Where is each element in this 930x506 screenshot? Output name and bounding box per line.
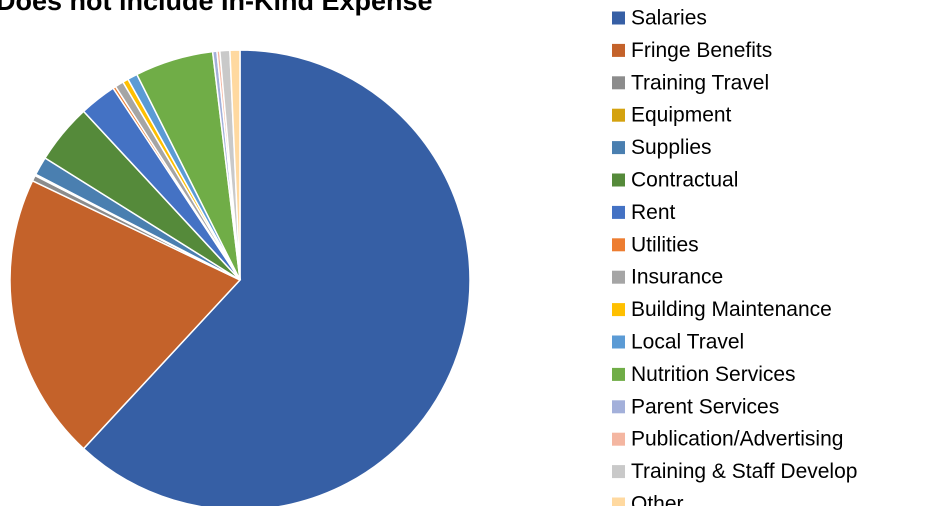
legend-label: Salaries <box>631 7 707 30</box>
legend-swatch <box>612 108 625 122</box>
legend-label: Local Travel <box>631 331 744 354</box>
legend-label: Nutrition Services <box>631 363 796 386</box>
legend-label: Equipment <box>631 104 732 127</box>
legend-label: Parent Services <box>631 395 779 418</box>
pie-slice <box>82 49 471 506</box>
legend-label: Rent <box>631 201 676 224</box>
legend-label: Training & Staff Develop <box>631 460 857 483</box>
legend-swatch <box>612 173 625 187</box>
legend-label: Publication/Advertising <box>631 428 843 451</box>
legend-swatch <box>612 76 625 90</box>
legend-label: Other <box>631 493 684 506</box>
legend-swatch <box>612 465 625 479</box>
legend-label: Fringe Benefits <box>631 39 772 62</box>
legend-swatch <box>612 400 625 414</box>
pie-slice <box>9 179 242 450</box>
legend-swatch <box>612 367 625 381</box>
legend-swatch <box>612 303 625 317</box>
legend-label: Training Travel <box>631 71 769 94</box>
legend-label: Contractual <box>631 169 738 192</box>
legend-swatch <box>612 141 625 155</box>
legend-swatch <box>612 497 625 506</box>
legend-label: Utilities <box>631 233 699 256</box>
legend-label: Building Maintenance <box>631 298 832 321</box>
legend-swatch <box>612 432 625 446</box>
legend-swatch <box>612 335 625 349</box>
legend-label: Supplies <box>631 136 712 159</box>
pie-slice <box>229 49 241 281</box>
legend-swatch <box>612 238 625 252</box>
legend-swatch <box>612 270 625 284</box>
legend-swatch <box>612 205 625 219</box>
legend-swatch <box>612 43 625 57</box>
chart-title: Does not include In-Kind Expense <box>0 0 433 16</box>
legend-label: Insurance <box>631 266 723 289</box>
legend-swatch <box>612 11 625 25</box>
